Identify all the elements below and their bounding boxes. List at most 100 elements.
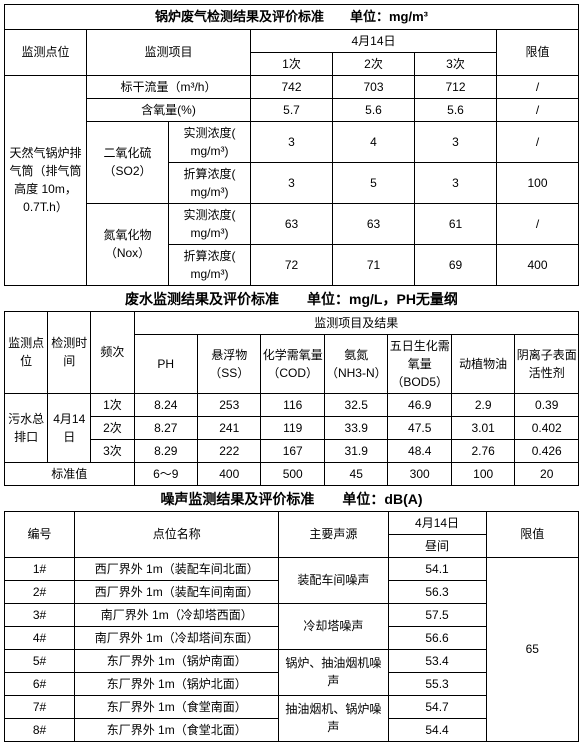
cell: 西厂界外 1m（装配车间北面） xyxy=(75,557,279,580)
cell: 116 xyxy=(261,393,324,416)
h-no: 编号 xyxy=(5,511,75,557)
h-limit: 限值 xyxy=(497,29,579,75)
c-ph: PH xyxy=(134,334,197,393)
h-items: 监测项目及结果 xyxy=(134,311,578,334)
cell: 100 xyxy=(451,462,514,485)
cell: 6# xyxy=(5,672,75,695)
cell: 500 xyxy=(261,462,324,485)
cell: 东厂界外 1m（锅炉南面） xyxy=(75,649,279,672)
cell: 742 xyxy=(251,75,333,98)
title-3: 噪声监测结果及评价标准 单位：dB(A) xyxy=(4,486,579,511)
cell: 54.7 xyxy=(388,695,486,718)
cell: 3 xyxy=(415,162,497,203)
cell: 2# xyxy=(5,580,75,603)
r2-name: 含氧量(%) xyxy=(87,98,251,121)
cell: 69 xyxy=(415,244,497,285)
cell: 47.5 xyxy=(388,416,451,439)
r5-name: 实测浓度( mg/m³) xyxy=(169,203,251,244)
cell: 56.3 xyxy=(388,580,486,603)
cell: 45 xyxy=(324,462,387,485)
cell: 63 xyxy=(251,203,333,244)
cell: 8.27 xyxy=(134,416,197,439)
cell: 46.9 xyxy=(388,393,451,416)
cell: 南厂界外 1m（冷却塔间东面） xyxy=(75,626,279,649)
src1: 装配车间噪声 xyxy=(279,557,388,603)
cell: 1次 xyxy=(91,393,134,416)
cell: 31.9 xyxy=(324,439,387,462)
cell: 3 xyxy=(251,162,333,203)
cell: 0.39 xyxy=(515,393,579,416)
cell: 3.01 xyxy=(451,416,514,439)
h-freq: 频次 xyxy=(91,311,134,393)
cell: 4# xyxy=(5,626,75,649)
cell: 33.9 xyxy=(324,416,387,439)
cell: 8.24 xyxy=(134,393,197,416)
c-cod: 化学需氧量（COD） xyxy=(261,334,324,393)
h-c1: 1次 xyxy=(251,52,333,75)
cell: 400 xyxy=(198,462,261,485)
cell: 3次 xyxy=(91,439,134,462)
h-c3: 3次 xyxy=(415,52,497,75)
cell: 54.4 xyxy=(388,718,486,741)
cell: 48.4 xyxy=(388,439,451,462)
g2: 氮氧化物（Nox） xyxy=(87,203,169,285)
cell: 5.7 xyxy=(251,98,333,121)
cell: 72 xyxy=(251,244,333,285)
cell: 56.6 xyxy=(388,626,486,649)
cell: 53.4 xyxy=(388,649,486,672)
cell: 1# xyxy=(5,557,75,580)
cell: 119 xyxy=(261,416,324,439)
c-oil: 动植物油 xyxy=(451,334,514,393)
c-an: 阴离子表面活性剂 xyxy=(515,334,579,393)
r1-name: 标干流量（m³/h） xyxy=(87,75,251,98)
cell: / xyxy=(497,75,579,98)
cell: / xyxy=(497,203,579,244)
h-src: 主要声源 xyxy=(279,511,388,557)
cell: 400 xyxy=(497,244,579,285)
table-wastewater: 监测点位 检测时间 频次 监测项目及结果 PH 悬浮物（SS） 化学需氧量（CO… xyxy=(4,311,579,486)
title-2: 废水监测结果及评价标准 单位：mg/L，PH无量纲 xyxy=(4,286,579,311)
cell: 东厂界外 1m（食堂南面） xyxy=(75,695,279,718)
limit: 65 xyxy=(486,557,578,741)
cell: 57.5 xyxy=(388,603,486,626)
table-noise: 编号 点位名称 主要声源 4月14日 限值 昼间 1# 西厂界外 1m（装配车间… xyxy=(4,511,579,742)
cell: 东厂界外 1m（锅炉北面） xyxy=(75,672,279,695)
r4-name: 折算浓度( mg/m³) xyxy=(169,162,251,203)
cell: 712 xyxy=(415,75,497,98)
std: 标准值 xyxy=(5,462,135,485)
c-ss: 悬浮物（SS） xyxy=(198,334,261,393)
cell: 61 xyxy=(415,203,497,244)
cell: 703 xyxy=(333,75,415,98)
cell: / xyxy=(497,98,579,121)
h-item: 监测项目 xyxy=(87,29,251,75)
cell: 0.402 xyxy=(515,416,579,439)
g1: 二氧化硫（SO2） xyxy=(87,121,169,203)
cell: 167 xyxy=(261,439,324,462)
cell: 300 xyxy=(388,462,451,485)
cell: 5 xyxy=(333,162,415,203)
c-nh3: 氨氮（NH3-N） xyxy=(324,334,387,393)
cell: 5# xyxy=(5,649,75,672)
title-1: 锅炉废气检测结果及评价标准 单位：mg/m³ xyxy=(5,5,579,30)
cell: 3 xyxy=(251,121,333,162)
cell: 5.6 xyxy=(415,98,497,121)
h-date: 4月14日 xyxy=(251,29,497,52)
cell: 55.3 xyxy=(388,672,486,695)
cell: 2次 xyxy=(91,416,134,439)
h-name: 点位名称 xyxy=(75,511,279,557)
h-limit: 限值 xyxy=(486,511,578,557)
h-day: 昼间 xyxy=(388,534,486,557)
cell: 8# xyxy=(5,718,75,741)
cell: 63 xyxy=(333,203,415,244)
cell: 3 xyxy=(415,121,497,162)
cell: 3# xyxy=(5,603,75,626)
cell: 241 xyxy=(198,416,261,439)
cell: 5.6 xyxy=(333,98,415,121)
cell: 54.1 xyxy=(388,557,486,580)
h-time: 检测时间 xyxy=(48,311,91,393)
cell: 2.76 xyxy=(451,439,514,462)
cell: 西厂界外 1m（装配车间南面） xyxy=(75,580,279,603)
loc: 污水总排口 xyxy=(5,393,48,462)
cell: 32.5 xyxy=(324,393,387,416)
cell: 东厂界外 1m（食堂北面） xyxy=(75,718,279,741)
